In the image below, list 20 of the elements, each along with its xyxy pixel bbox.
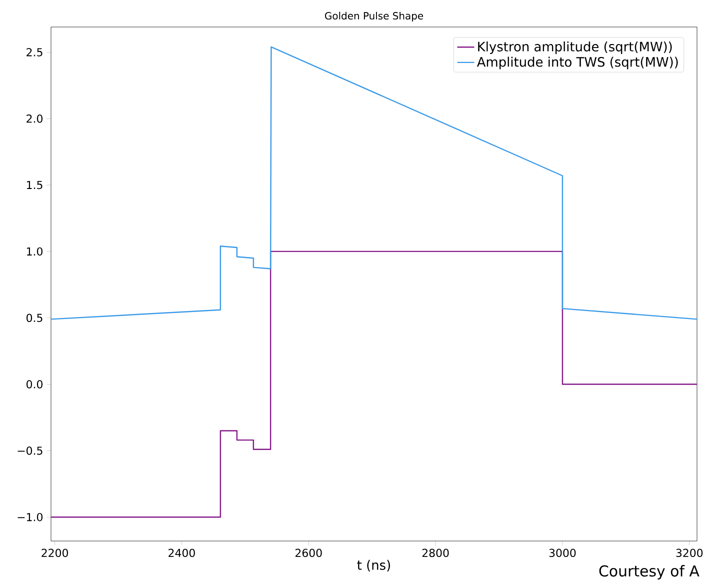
x-tick-label: 3200 [676,548,703,558]
line-series [51,250,698,518]
text: Courtesy of A [599,565,700,580]
y-tick-label: 0.5 [26,314,42,322]
x-tick-label: 2800 [422,548,449,558]
x-axis-title: t (ns) [357,560,390,572]
chart-title: Golden Pulse Shape [325,12,424,22]
x-tick-label: 2400 [168,548,195,558]
y-tick-label: 1.5 [27,180,42,190]
y-tick-label: 2.5 [26,48,42,56]
y-tick-label: 2.0 [26,114,42,123]
x-tick-label: 2200 [42,548,68,558]
y-tick-label: 1.0 [27,247,42,256]
y-tick-label: −1.0 [18,512,42,522]
x-tick-label: 2600 [295,548,322,558]
y-tick-label: 0.0 [26,380,42,388]
x-tick-label: 3000 [549,548,576,558]
y-tick-label: −0.5 [18,446,42,455]
legend-label: Klystron amplitude (sqrt(MW)) [478,41,672,54]
legend-label: Amplitude into TWS (sqrt(MW)) [476,56,678,70]
